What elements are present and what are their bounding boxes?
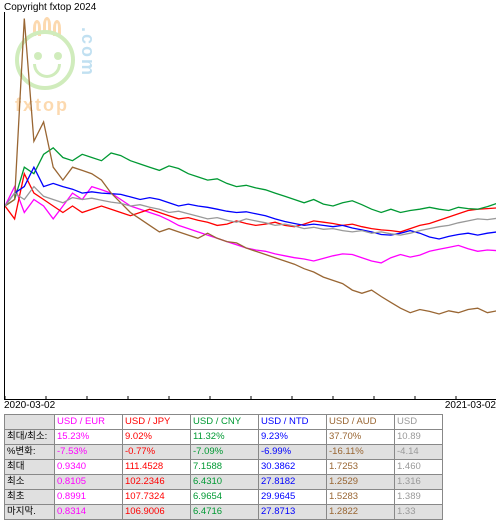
- currency-stats-table: USD / EURUSD / JPYUSD / CNYUSD / NTDUSD …: [4, 414, 443, 520]
- table-cell: 0.8314: [55, 505, 123, 520]
- chart-svg: [5, 12, 496, 399]
- table-cell: 6.9654: [191, 490, 259, 505]
- table-cell: 7.1588: [191, 460, 259, 475]
- table-cell: 0.9340: [55, 460, 123, 475]
- table-header-cell: USD / AUD: [327, 415, 395, 430]
- table-cell: 106.9006: [123, 505, 191, 520]
- table-cell: 1.33: [395, 505, 443, 520]
- table-cell: 6.4716: [191, 505, 259, 520]
- table-cell: 6.4310: [191, 475, 259, 490]
- table-cell: 1.2822: [327, 505, 395, 520]
- series-line: [5, 167, 496, 239]
- table-cell: -0.77%: [123, 445, 191, 460]
- table-row-label: %변화:: [5, 445, 55, 460]
- table-cell: 10.89: [395, 430, 443, 445]
- series-line: [5, 148, 496, 213]
- table-row-label: 최대: [5, 460, 55, 475]
- table-header-cell: [5, 415, 55, 430]
- table-cell: 102.2346: [123, 475, 191, 490]
- line-chart: [4, 12, 496, 400]
- table-cell: 9.02%: [123, 430, 191, 445]
- table-cell: -6.99%: [259, 445, 327, 460]
- series-line: [5, 19, 496, 315]
- table-cell: -4.14: [395, 445, 443, 460]
- table-cell: 1.316: [395, 475, 443, 490]
- table-cell: 1.2529: [327, 475, 395, 490]
- table-cell: 1.460: [395, 460, 443, 475]
- table-cell: 37.70%: [327, 430, 395, 445]
- table-cell: -7.09%: [191, 445, 259, 460]
- table-cell: 11.32%: [191, 430, 259, 445]
- series-line: [5, 174, 496, 232]
- table-cell: 1.5283: [327, 490, 395, 505]
- table-header-cell: USD / JPY: [123, 415, 191, 430]
- table-cell: 9.23%: [259, 430, 327, 445]
- table-cell: -7.53%: [55, 445, 123, 460]
- table-cell: 111.4528: [123, 460, 191, 475]
- table-cell: 27.8182: [259, 475, 327, 490]
- table-cell: 0.8105: [55, 475, 123, 490]
- table-header-cell: USD / CNY: [191, 415, 259, 430]
- table-cell: 27.8713: [259, 505, 327, 520]
- table-row-label: 최초: [5, 490, 55, 505]
- table-cell: 30.3862: [259, 460, 327, 475]
- table-header-cell: USD: [395, 415, 443, 430]
- table-row-label: 최소: [5, 475, 55, 490]
- table-cell: 1.7253: [327, 460, 395, 475]
- x-axis-end: 2021-03-02: [445, 400, 496, 411]
- table-cell: 15.23%: [55, 430, 123, 445]
- table-row-label: 마지막.: [5, 505, 55, 520]
- x-axis-start: 2020-03-02: [4, 400, 55, 411]
- table-header-cell: USD / EUR: [55, 415, 123, 430]
- table-cell: -16.11%: [327, 445, 395, 460]
- table-cell: 1.389: [395, 490, 443, 505]
- table-cell: 107.7324: [123, 490, 191, 505]
- table-cell: 0.8991: [55, 490, 123, 505]
- table-cell: 29.9645: [259, 490, 327, 505]
- table-header-cell: USD / NTD: [259, 415, 327, 430]
- table-row-label: 최대/최소:: [5, 430, 55, 445]
